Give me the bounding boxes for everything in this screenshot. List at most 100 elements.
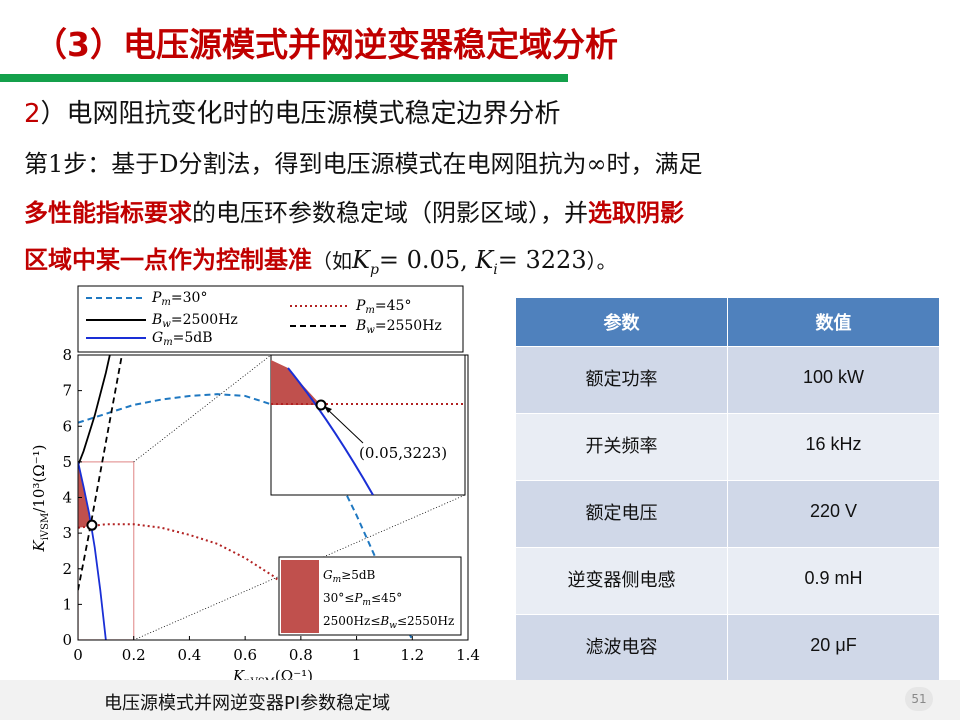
footer-bar: [0, 680, 960, 720]
page-number: 51: [905, 687, 933, 711]
legend-symbol: B: [151, 312, 162, 328]
table-cell: 开关频率: [515, 413, 728, 481]
table-cell: 20 μF: [727, 614, 940, 682]
table-cell: 额定功率: [515, 346, 728, 414]
legend-label: Pm=45°: [355, 298, 411, 316]
legend-sub: m: [365, 305, 374, 316]
y-tick-label: 2: [62, 560, 72, 578]
y-label-sub: iVSM: [40, 513, 51, 541]
highlight-text: 选取阴影: [588, 198, 684, 227]
region-legend-sub: m: [362, 598, 371, 608]
kp-subscript: p: [369, 261, 379, 278]
table-header: 数值: [727, 297, 940, 347]
annotation-arrowhead: [324, 406, 332, 413]
x-tick-label: 1.4: [456, 646, 480, 664]
step-line-2: 多性能指标要求的电压环参数稳定域（阴影区域），并选取阴影: [24, 193, 684, 228]
legend-sub: m: [163, 337, 172, 348]
highlight-text: 多性能指标要求: [24, 198, 192, 227]
table-cell: 220 V: [727, 480, 940, 548]
series-line: [78, 393, 414, 640]
title-underline: [0, 74, 568, 82]
legend-sub: m: [161, 297, 170, 308]
legend-value: =5dB: [173, 330, 213, 346]
subtitle-number: 2: [24, 99, 41, 129]
region-legend-prefix: 30°≤: [323, 591, 354, 605]
legend-symbol: P: [151, 290, 162, 306]
legend-value: =2500Hz: [171, 312, 238, 328]
x-tick-label: 0.2: [122, 646, 146, 664]
annotation-arrow: [325, 407, 364, 444]
region-legend-label: 30°≤Pm≤45°: [323, 591, 402, 608]
parameter-table: 参数 数值 额定功率 100 kW 开关频率 16 kHz 额定电压 220 V…: [515, 297, 940, 682]
table-cell: 额定电压: [515, 480, 728, 548]
y-axis-label: KiVSM/10³(Ω⁻¹): [30, 445, 51, 553]
inset-content: (0.05,3223): [271, 360, 465, 495]
table-cell: 100 kW: [727, 346, 940, 414]
legend-sub: w: [366, 325, 375, 336]
region-legend-symbol: P: [353, 591, 363, 605]
region-legend-value: ≤45°: [371, 591, 402, 605]
y-tick-label: 0: [62, 631, 72, 649]
table-cell: 16 kHz: [727, 413, 940, 481]
footer-text: 电压源模式并网逆变器PI参数稳定域: [104, 693, 391, 714]
region-legend-sub: m: [333, 575, 342, 585]
legend-symbol: B: [355, 318, 366, 334]
step-line-3: 区域中某一点作为控制基准（如Kp= 0.05, Ki= 3223）。: [24, 240, 617, 278]
region-legend-value: ≥5dB: [341, 568, 375, 582]
table-row: 开关频率 16 kHz: [515, 413, 940, 481]
table-cell: 逆变器侧电感: [515, 547, 728, 615]
table-cell: 滤波电容: [515, 614, 728, 682]
x-tick-label: 0: [73, 646, 83, 664]
y-label-symbol: K: [30, 539, 48, 552]
table-cell: 0.9 mH: [727, 547, 940, 615]
region-legend-sub: w: [389, 621, 397, 631]
region-legend-symbol: B: [379, 614, 389, 628]
region-legend-swatch: [281, 560, 319, 633]
y-tick-label: 5: [62, 453, 72, 471]
table-row: 逆变器侧电感 0.9 mH: [515, 547, 940, 615]
legend-value: =30°: [171, 290, 208, 306]
legend-symbol: G: [152, 330, 163, 346]
ki-symbol: K: [475, 246, 494, 274]
x-tick-label: 1.2: [400, 646, 424, 664]
legend-sub: w: [162, 319, 171, 330]
highlight-text: 区域中某一点作为控制基准: [24, 245, 312, 274]
legend-label: Bw=2550Hz: [355, 318, 442, 336]
legend-value: =2550Hz: [375, 318, 442, 334]
series-line: [78, 355, 111, 466]
y-tick-label: 4: [62, 489, 72, 507]
slide-title: （3）电压源模式并网逆变器稳定域分析: [34, 25, 618, 64]
kp-value: = 0.05,: [378, 246, 476, 274]
zoom-box: [78, 461, 135, 640]
inset-operating-point: [315, 399, 327, 411]
step-line-1: 第1步：基于D分割法，得到电压源模式在电网阻抗为∞时，满足: [24, 150, 703, 178]
kp-symbol: K: [352, 246, 370, 274]
operating-point: [86, 519, 98, 531]
table-header: 参数: [515, 297, 728, 347]
x-tick-label: 1: [352, 646, 362, 664]
body-text: ）。: [586, 249, 617, 273]
subtitle-text: ）电网阻抗变化时的电压源模式稳定边界分析: [40, 99, 561, 129]
legend-label: Bw=2500Hz: [151, 312, 238, 330]
legend-label: Pm=30°: [151, 290, 207, 308]
y-tick-label: 8: [62, 346, 72, 364]
series-line: [78, 355, 123, 591]
table-row: 额定电压 220 V: [515, 480, 940, 548]
legend-label: Gm=5dB: [152, 330, 213, 348]
y-tick-label: 6: [62, 417, 72, 435]
x-tick-label: 0.4: [177, 646, 201, 664]
body-text: （如: [312, 249, 352, 273]
stability-chart: 00.20.40.60.811.21.4012345678KpVSM(Ω⁻¹)K…: [30, 285, 480, 688]
region-legend-label: Gm≥5dB: [323, 568, 376, 585]
inset-frame: [270, 354, 466, 496]
y-tick-label: 7: [62, 382, 72, 400]
ki-value: = 3223: [497, 246, 587, 274]
table-header-row: 参数 数值: [515, 297, 940, 347]
inset-gm-line: [287, 367, 374, 495]
table-row: 额定功率 100 kW: [515, 346, 940, 414]
annotation-label: (0.05,3223): [359, 444, 447, 462]
y-label-unit: /10³(Ω⁻¹): [30, 445, 48, 513]
body-text: 的电压环参数稳定域（阴影区域），并: [192, 199, 588, 227]
zoom-guide: [133, 355, 272, 463]
legend-symbol: P: [355, 298, 366, 314]
